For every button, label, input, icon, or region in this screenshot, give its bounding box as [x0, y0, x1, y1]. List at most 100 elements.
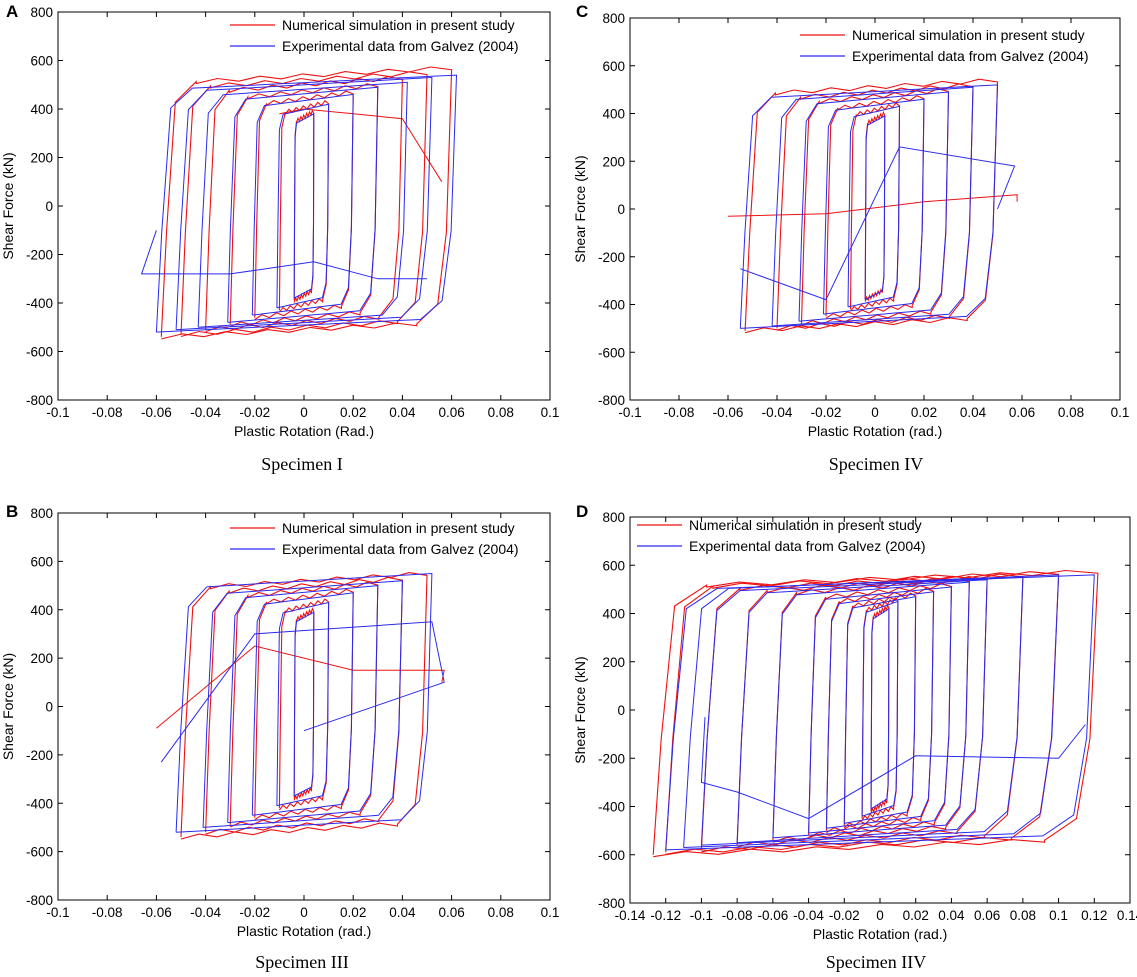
- y-tick-label: 200: [602, 655, 625, 670]
- hysteresis-loop: [847, 105, 901, 308]
- x-tick-label: 0.02: [911, 405, 937, 420]
- y-tick-label: 400: [30, 102, 53, 117]
- legend-entry-experiment: Experimental data from Galvez (2004): [689, 538, 926, 554]
- legend: Numerical simulation in present study Exp…: [230, 17, 519, 54]
- hysteresis-loop: [160, 66, 453, 340]
- x-axis-label: Plastic Rotation (rad.): [813, 926, 948, 942]
- hysteresis-loop: [293, 611, 315, 797]
- hysteresis-loop: [736, 579, 988, 844]
- x-tick-label: 0.1: [1049, 908, 1068, 923]
- y-tick-label: -800: [26, 393, 53, 408]
- x-tick-label: -0.06: [757, 908, 788, 923]
- hysteresis-loop: [227, 86, 379, 323]
- hysteresis-loop: [175, 572, 433, 833]
- x-tick-label: -0.04: [762, 405, 793, 420]
- x-tick-label: 0.06: [438, 905, 464, 920]
- x-tick-label: 0.04: [389, 905, 416, 920]
- y-tick-label: -200: [26, 248, 53, 263]
- hysteresis-loop: [251, 93, 354, 316]
- x-tick-label: 0: [300, 905, 308, 920]
- x-tick-label: 0.08: [1010, 908, 1036, 923]
- hysteresis-loop: [278, 99, 330, 313]
- y-tick-label: -200: [598, 751, 625, 766]
- hysteresis-loop: [825, 95, 925, 319]
- x-tick-label: 0.08: [488, 405, 514, 420]
- hysteresis-loop: [276, 103, 330, 309]
- hysteresis-loop: [202, 580, 403, 828]
- specimen-caption: Specimen III: [255, 952, 348, 972]
- hysteresis-loop: [293, 108, 315, 303]
- hysteresis-loop: [808, 586, 952, 834]
- x-tick-label: 0.12: [1081, 908, 1107, 923]
- legend: Numerical simulation in present study Exp…: [637, 517, 926, 554]
- y-tick-label: -400: [598, 298, 625, 313]
- hysteresis-loop: [739, 84, 999, 329]
- post-failure-trace: [140, 230, 427, 280]
- y-tick-label: 600: [30, 54, 53, 69]
- hysteresis-loop: [772, 581, 970, 839]
- x-tick-label: -0.1: [46, 405, 69, 420]
- plot-frame: [57, 11, 551, 401]
- series-simulation: [727, 78, 1018, 334]
- y-tick-label: 800: [602, 510, 625, 525]
- x-tick-label: -0.06: [141, 405, 172, 420]
- x-tick-label: 0.06: [1009, 405, 1035, 420]
- hysteresis-loop: [825, 591, 935, 829]
- series-simulation: [156, 572, 445, 840]
- x-tick-label: -0.08: [92, 405, 123, 420]
- y-tick-label: -200: [598, 250, 625, 265]
- hysteresis-loop: [227, 585, 379, 824]
- y-tick-label: -800: [598, 393, 625, 408]
- x-tick-label: -0.1: [618, 405, 641, 420]
- y-tick-label: -600: [26, 345, 53, 360]
- x-tick-label: -0.02: [811, 405, 842, 420]
- y-tick-label: 200: [602, 154, 625, 169]
- x-tick-label: 0.04: [389, 405, 416, 420]
- hysteresis-loop: [861, 597, 899, 821]
- x-tick-label: -0.02: [829, 908, 860, 923]
- hysteresis-loop: [849, 102, 901, 312]
- y-tick-label: 0: [617, 202, 625, 217]
- y-tick-label: -600: [26, 845, 53, 860]
- hysteresis-loop: [843, 592, 917, 829]
- y-tick-label: 200: [30, 151, 53, 166]
- y-axis-label: Shear Force (kN): [572, 656, 588, 763]
- hysteresis-loop: [744, 78, 999, 334]
- hysteresis-loop: [180, 71, 428, 338]
- x-tick-label: -0.06: [141, 905, 172, 920]
- hysteresis-loop: [293, 112, 315, 299]
- post-failure-trace: [279, 108, 443, 183]
- y-tick-label: 400: [30, 603, 53, 618]
- chart-panel-a: -0.1 -0.08 -0.06 -0.04 -0.02 0 0.02 0.04 0.06 0.0…: [0, 2, 559, 474]
- x-tick-label: -0.04: [793, 908, 824, 923]
- hysteresis-loop: [652, 569, 1099, 858]
- hysteresis-loop: [254, 588, 354, 821]
- x-tick-label: 0.02: [903, 908, 929, 923]
- chart-panel-b: -0.1 -0.08 -0.06 -0.04 -0.02 0 0.02 0.04 0.06 0.0…: [0, 502, 559, 972]
- x-tick-label: 0.1: [541, 905, 560, 920]
- x-tick-label: -0.1: [46, 905, 69, 920]
- legend-entry-simulation: Numerical simulation in present study: [852, 27, 1085, 43]
- post-failure-trace: [160, 621, 445, 763]
- x-tick-label: 0.1: [541, 405, 560, 420]
- y-tick-label: 800: [30, 5, 53, 20]
- plot-frame: [629, 17, 1121, 401]
- legend-entry-experiment: Experimental data from Galvez (2004): [282, 541, 519, 557]
- hysteresis-loop: [870, 603, 890, 814]
- legend-entry-simulation: Numerical simulation in present study: [689, 517, 922, 533]
- specimen-caption: Specimen I: [261, 454, 342, 474]
- chart-panel-d: -0.14 -0.12 -0.1 -0.08 -0.06 -0.04 -0.02 0 0.02 0…: [572, 502, 1137, 972]
- y-axis-label: Shear Force (kN): [0, 152, 16, 259]
- hysteresis-loop: [861, 600, 899, 817]
- y-tick-label: 0: [617, 703, 625, 718]
- series-simulation: [652, 569, 1099, 858]
- x-tick-label: -0.06: [713, 405, 744, 420]
- hysteresis-loop: [293, 607, 315, 801]
- x-tick-label: 0.04: [960, 405, 987, 420]
- x-tick-label: 0: [300, 405, 308, 420]
- y-tick-label: 200: [30, 651, 53, 666]
- legend-entry-simulation: Numerical simulation in present study: [282, 17, 515, 33]
- chart-panel-c: -0.1 -0.08 -0.06 -0.04 -0.02 0 0.02 0.04 0.06 0.0…: [572, 2, 1129, 474]
- series-simulation: [160, 66, 453, 340]
